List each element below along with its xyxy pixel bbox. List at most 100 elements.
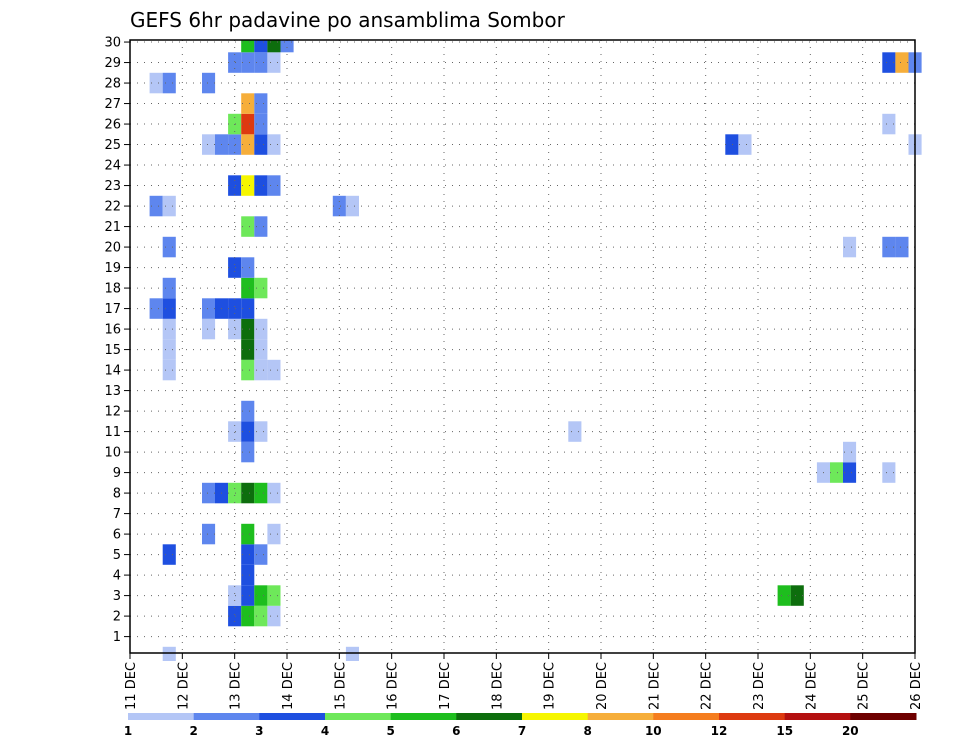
heatmap-cell <box>241 298 255 319</box>
heatmap-cell <box>241 441 255 463</box>
y-tick-label: 19 <box>104 261 121 276</box>
heatmap-cell <box>241 40 255 53</box>
color-scale-swatch <box>325 713 392 720</box>
plot-frame <box>129 39 916 654</box>
heatmap-cell <box>725 134 739 155</box>
x-tick-label: 13 DEC <box>229 662 244 710</box>
color-scale-label: 7 <box>518 724 526 738</box>
x-tick-label: 26 DEC <box>909 662 924 710</box>
heatmap-cell <box>241 175 255 196</box>
heatmap-cell <box>228 52 242 73</box>
heatmap-cell <box>777 585 791 606</box>
color-scale-label: 3 <box>255 724 263 738</box>
heatmap-cell <box>202 318 216 340</box>
heatmap-cell <box>254 359 268 381</box>
x-tick-label: 25 DEC <box>857 662 872 710</box>
y-tick-label: 1 <box>113 630 121 645</box>
heatmap-cell <box>254 339 268 360</box>
y-tick-label: 13 <box>104 384 121 399</box>
heatmap-cell <box>162 236 176 258</box>
y-tick-label: 21 <box>104 220 121 235</box>
y-tick-label: 22 <box>104 200 121 215</box>
heatmap-cell <box>843 441 857 463</box>
grid-lines <box>130 40 915 653</box>
color-scale-label: 20 <box>842 724 859 738</box>
y-tick-label: 14 <box>104 364 121 379</box>
heatmap-cell <box>267 175 281 196</box>
heatmap-cell <box>568 421 582 442</box>
heatmap-cell <box>254 318 268 340</box>
y-tick-label: 9 <box>113 466 121 481</box>
heatmap-cell <box>162 359 176 381</box>
heatmap-cell <box>228 298 242 319</box>
y-tick-label: 20 <box>104 241 121 256</box>
color-scale-label: 1 <box>124 724 132 738</box>
y-tick-label: 8 <box>113 487 121 502</box>
heatmap-cell <box>345 646 359 661</box>
heatmap-cell <box>241 544 255 565</box>
x-tick-label: 21 DEC <box>647 662 662 710</box>
heatmap-cell <box>241 400 255 422</box>
heatmap-cell <box>241 564 255 586</box>
heatmap-cell <box>738 134 752 155</box>
heatmap-cell <box>254 544 268 565</box>
color-scale-swatch <box>587 713 654 720</box>
y-axis: 1234567891011121314151617181920212223242… <box>104 36 130 645</box>
y-tick-label: 18 <box>104 282 121 297</box>
y-tick-label: 25 <box>104 138 121 153</box>
heatmap-cell <box>882 236 896 258</box>
y-tick-label: 4 <box>113 569 121 584</box>
color-scale-label: 10 <box>645 724 662 738</box>
heatmap-cell <box>267 585 281 606</box>
heatmap-cell <box>790 585 804 606</box>
y-tick-label: 17 <box>104 302 121 317</box>
color-scale-label: 4 <box>321 724 329 738</box>
y-tick-label: 23 <box>104 179 121 194</box>
y-tick-label: 2 <box>113 610 121 625</box>
x-tick-label: 17 DEC <box>438 662 453 710</box>
heatmap-cell <box>254 585 268 606</box>
x-tick-label: 12 DEC <box>176 662 191 710</box>
heatmap-cell <box>267 40 281 53</box>
heatmap-cell <box>228 175 242 196</box>
heatmap-cell <box>202 134 216 155</box>
heatmap-cell <box>267 52 281 73</box>
heatmap-cell <box>241 318 255 340</box>
heatmap-cell <box>162 646 176 661</box>
heatmap-cell <box>895 236 909 258</box>
heatmap-cell <box>241 523 255 545</box>
heatmap-cell <box>267 482 281 504</box>
color-scale-swatch <box>522 713 589 720</box>
chart-title: GEFS 6hr padavine po ansamblima Sombor <box>130 8 566 32</box>
x-tick-label: 11 DEC <box>124 662 139 710</box>
y-tick-label: 27 <box>104 97 121 112</box>
heatmap-cell <box>332 195 346 217</box>
heatmap-cell <box>228 134 242 155</box>
color-scale-swatch <box>653 713 720 720</box>
y-tick-label: 15 <box>104 343 121 358</box>
heatmap-cell <box>162 195 176 217</box>
color-scale-label: 2 <box>190 724 198 738</box>
heatmap-cell <box>843 236 857 258</box>
heatmap-cell <box>228 421 242 442</box>
color-scale-label: 15 <box>776 724 793 738</box>
x-tick-label: 22 DEC <box>700 662 715 710</box>
heatmap-cell <box>267 359 281 381</box>
heatmap-cell <box>241 216 255 237</box>
heatmap-cell <box>228 257 242 278</box>
heatmap-cell <box>882 462 896 483</box>
color-scale-swatch <box>390 713 457 720</box>
heatmap-cell <box>895 52 909 73</box>
x-tick-label: 14 DEC <box>281 662 296 710</box>
color-scale-swatch <box>784 713 851 720</box>
heatmap-cell <box>882 113 896 135</box>
heatmap-cell <box>228 585 242 606</box>
heatmap-cell <box>162 277 176 299</box>
y-tick-label: 3 <box>113 589 121 604</box>
y-tick-label: 12 <box>104 405 121 420</box>
heatmap-cell <box>162 339 176 360</box>
heatmap-cell <box>267 134 281 155</box>
x-tick-label: 16 DEC <box>386 662 401 710</box>
y-tick-label: 30 <box>104 36 121 51</box>
